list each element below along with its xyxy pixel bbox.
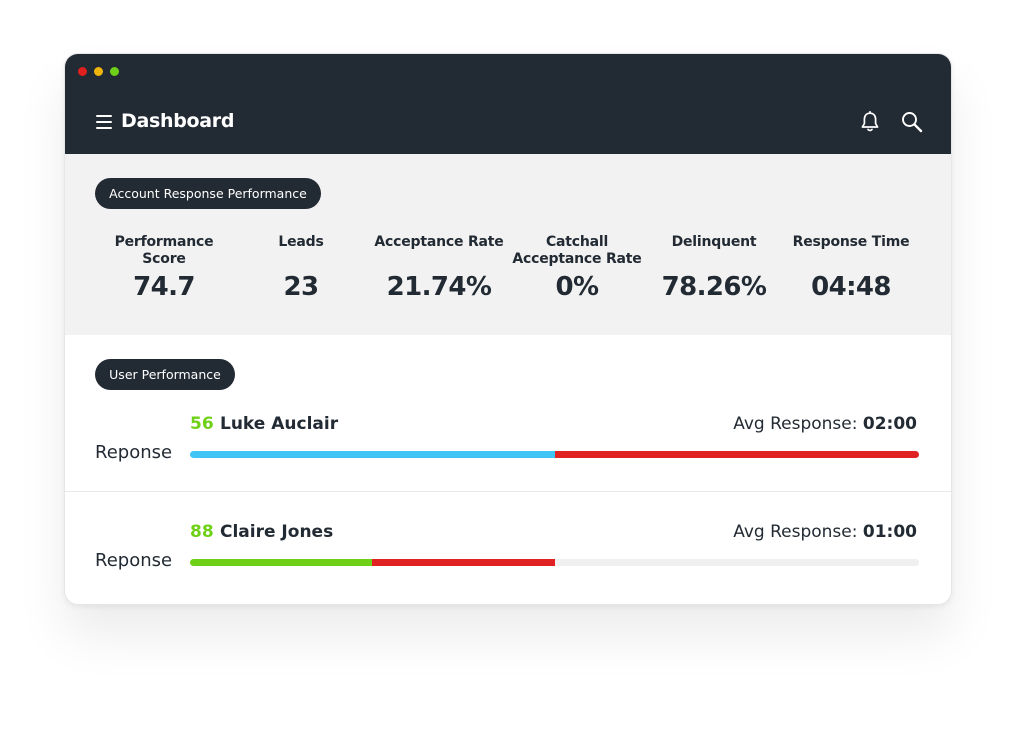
- bell-icon[interactable]: [860, 111, 880, 133]
- response-bar: [190, 559, 919, 566]
- metric-label: Catchall Acceptance Rate: [512, 234, 642, 267]
- metric-value: 23: [283, 272, 320, 302]
- metric-catchall-acceptance-rate: Catchall Acceptance Rate 0%: [506, 234, 648, 302]
- metric-delinquent: Delinquent 78.26%: [644, 234, 784, 302]
- avg-response-label: Avg Response:: [733, 414, 858, 434]
- metric-label: Leads: [278, 234, 324, 250]
- metric-label: Performance Score: [114, 234, 214, 267]
- avg-response-value: 02:00: [862, 414, 917, 434]
- metric-value: 74.7: [133, 272, 195, 302]
- avg-response: Avg Response: 01:00: [733, 522, 917, 542]
- user-score: 56: [190, 414, 214, 434]
- metric-value: 0%: [555, 272, 600, 302]
- menu-icon[interactable]: [96, 115, 112, 129]
- response-bar: [190, 451, 919, 458]
- page-title: Dashboard: [121, 110, 235, 132]
- app-window: Dashboard Account Response Performance P…: [64, 53, 952, 605]
- avg-response-value: 01:00: [862, 522, 917, 542]
- user-row[interactable]: 56 Luke Auclair Avg Response: 02:00 Repo…: [65, 399, 951, 509]
- metric-response-time: Response Time 04:48: [781, 234, 921, 302]
- user-row[interactable]: 88 Claire Jones Avg Response: 01:00 Repo…: [65, 507, 951, 604]
- search-icon[interactable]: [901, 111, 923, 133]
- bar-segment: [190, 559, 373, 566]
- avg-response: Avg Response: 02:00: [733, 414, 917, 434]
- metric-leads: Leads 23: [231, 234, 371, 302]
- account-performance-panel: Account Response Performance Performance…: [65, 154, 951, 335]
- avg-response-label: Avg Response:: [733, 522, 858, 542]
- response-row-label: Reponse: [95, 550, 173, 571]
- minimize-window-dot[interactable]: [94, 67, 103, 76]
- user-name[interactable]: Claire Jones: [220, 522, 334, 542]
- metric-acceptance-rate: Acceptance Rate 21.74%: [369, 234, 509, 302]
- bar-segment: [372, 559, 555, 566]
- close-window-dot[interactable]: [78, 67, 87, 76]
- user-score: 88: [190, 522, 214, 542]
- metric-value: 04:48: [811, 272, 891, 302]
- metric-value: 21.74%: [386, 272, 492, 302]
- metric-performance-score: Performance Score 74.7: [94, 234, 234, 302]
- metric-label: Acceptance Rate: [374, 234, 504, 250]
- metric-label: Delinquent: [671, 234, 757, 250]
- response-row-label: Reponse: [95, 442, 173, 463]
- user-name[interactable]: Luke Auclair: [220, 414, 339, 434]
- metric-label: Response Time: [792, 234, 910, 250]
- bar-segment: [554, 451, 919, 458]
- user-section-label: User Performance: [95, 359, 235, 390]
- bar-segment: [190, 451, 555, 458]
- metric-value: 78.26%: [661, 272, 767, 302]
- row-divider: [65, 491, 951, 492]
- account-section-label: Account Response Performance: [95, 178, 321, 209]
- title-bar: Dashboard: [65, 54, 951, 154]
- maximize-window-dot[interactable]: [110, 67, 119, 76]
